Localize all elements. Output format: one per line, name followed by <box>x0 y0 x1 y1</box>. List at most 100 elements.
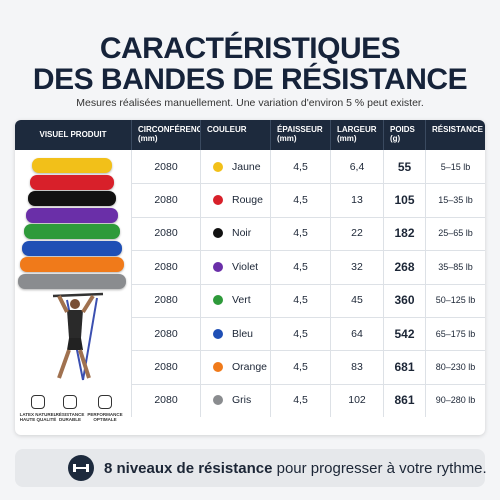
resistance: 90–280 lb <box>425 383 485 418</box>
row-divider <box>131 383 485 385</box>
thickness: 4,5 <box>270 350 330 384</box>
thickness: 4,5 <box>270 150 330 184</box>
banner-text: 8 niveaux de résistance pour progresser … <box>104 460 487 477</box>
band <box>22 240 122 256</box>
width: 64 <box>330 317 383 351</box>
color-name: Gris <box>232 394 252 407</box>
column-header: VISUEL PRODUIT <box>15 120 131 150</box>
color-cell: Vert <box>200 283 270 317</box>
color-cell: Orange <box>200 350 270 384</box>
athlete <box>52 292 104 381</box>
column-header: RÉSISTANCE <box>425 120 485 150</box>
circumference: 2080 <box>131 283 200 317</box>
weight: 55 <box>383 150 425 184</box>
weight: 182 <box>383 216 425 251</box>
width: 22 <box>330 216 383 251</box>
badge-icon <box>98 395 112 409</box>
color-dot <box>213 362 223 373</box>
column-header: ÉPAISSEUR (mm) <box>270 120 330 150</box>
column-header: COULEUR <box>200 120 270 150</box>
resistance: 80–230 lb <box>425 350 485 384</box>
thickness: 4,5 <box>270 283 330 317</box>
width: 6,4 <box>330 150 383 184</box>
badge-label: PERFORMANCE OPTIMALE <box>87 412 123 422</box>
badge-icon <box>31 395 45 409</box>
weight: 542 <box>383 317 425 351</box>
title: CARACTÉRISTIQUES <box>99 32 401 65</box>
color-dot <box>213 228 223 239</box>
thickness: 4,5 <box>270 183 330 217</box>
title: DES BANDES DE RÉSISTANCE <box>32 63 468 96</box>
thickness: 4,5 <box>270 383 330 418</box>
banner-bold: 8 niveaux de résistance <box>104 460 273 477</box>
circumference: 2080 <box>131 383 200 418</box>
row-divider <box>131 250 485 252</box>
band <box>28 191 116 206</box>
row-divider <box>131 216 485 218</box>
color-dot <box>213 328 223 339</box>
weight: 360 <box>383 283 425 317</box>
resistance: 50–125 lb <box>425 283 485 317</box>
color-name: Jaune <box>232 160 261 173</box>
circumference: 2080 <box>131 150 200 184</box>
row-divider <box>131 350 485 352</box>
band <box>20 257 124 272</box>
color-cell: Bleu <box>200 317 270 351</box>
color-dot <box>213 295 223 306</box>
resistance: 5–15 lb <box>425 150 485 184</box>
width: 32 <box>330 250 383 284</box>
color-cell: Violet <box>200 250 270 284</box>
width: 102 <box>330 383 383 418</box>
row-divider <box>131 283 485 285</box>
weight: 861 <box>383 383 425 418</box>
width: 13 <box>330 183 383 217</box>
weight: 681 <box>383 350 425 384</box>
band <box>26 207 118 223</box>
color-name: Rouge <box>232 194 263 207</box>
circumference: 2080 <box>131 183 200 217</box>
thickness: 4,5 <box>270 250 330 284</box>
banner-rest: pour progresser à votre rythme. <box>272 460 487 477</box>
column-header: LARGEUR (mm) <box>330 120 383 150</box>
color-cell: Gris <box>200 383 270 418</box>
band <box>24 224 120 239</box>
resistance: 25–65 lb <box>425 216 485 251</box>
column-header: POIDS (g) <box>383 120 425 150</box>
resistance: 35–85 lb <box>425 250 485 284</box>
color-name: Orange <box>232 361 268 374</box>
circumference: 2080 <box>131 317 200 351</box>
row-divider <box>131 183 485 185</box>
thickness: 4,5 <box>270 216 330 251</box>
dumbbell-icon <box>68 455 94 481</box>
row-divider <box>131 317 485 318</box>
resistance: 15–35 lb <box>425 183 485 217</box>
subtitle: Mesures réalisées manuellement. Une vari… <box>76 97 424 109</box>
color-dot <box>213 395 223 406</box>
weight: 105 <box>383 183 425 217</box>
band <box>18 273 126 289</box>
color-dot <box>213 195 223 206</box>
color-dot <box>213 261 223 272</box>
circumference: 2080 <box>131 350 200 384</box>
badge-icon <box>63 395 77 409</box>
column-header: CIRCONFÉRENCE (mm) <box>131 120 208 150</box>
width: 83 <box>330 350 383 384</box>
resistance: 65–175 lb <box>425 317 485 351</box>
color-name: Noir <box>232 227 252 240</box>
weight: 268 <box>383 250 425 284</box>
badge-label: LATEX NATUREL HAUTE QUALITÉ <box>19 412 57 422</box>
color-name: Violet <box>232 260 259 273</box>
color-name: Vert <box>232 294 251 307</box>
width: 45 <box>330 283 383 317</box>
color-cell: Rouge <box>200 183 270 217</box>
color-cell: Noir <box>200 216 270 251</box>
band <box>30 174 114 190</box>
circumference: 2080 <box>131 216 200 251</box>
band <box>32 158 112 173</box>
color-dot <box>213 161 223 172</box>
thickness: 4,5 <box>270 317 330 351</box>
badge-label: RÉSISTANCE DURABLE <box>55 412 85 422</box>
circumference: 2080 <box>131 250 200 284</box>
color-cell: Jaune <box>200 150 270 184</box>
